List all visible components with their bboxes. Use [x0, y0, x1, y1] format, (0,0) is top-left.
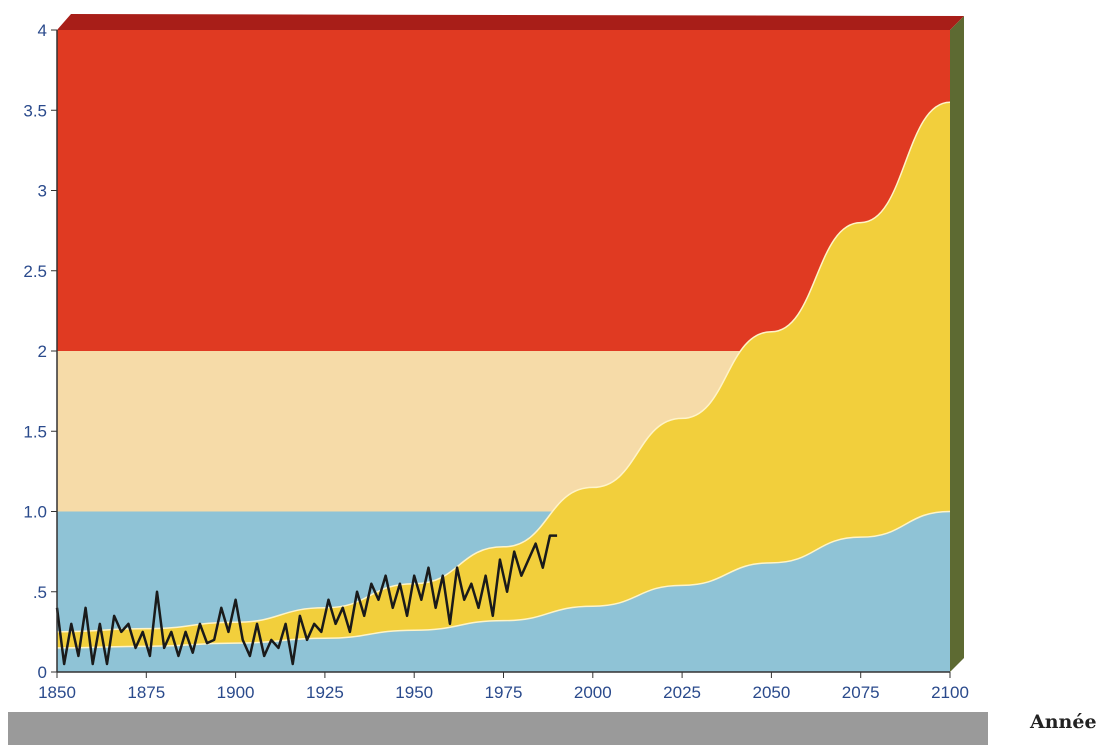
x-tick-label: 1950 [395, 683, 433, 702]
y-tick-label: 2.5 [23, 262, 47, 281]
projection-band [57, 102, 950, 648]
x-tick-label: 2000 [574, 683, 612, 702]
y-tick-labels: 0 .5 1.0 1.5 2 2.5 3 3.5 4 [23, 21, 57, 682]
projection-upper-edge [56, 101, 951, 633]
x-tick-label: 1925 [306, 683, 344, 702]
projection-area [56, 101, 951, 649]
band-2 [57, 30, 950, 351]
chart-side-depth [950, 16, 964, 672]
observed-series [55, 534, 558, 666]
y-tick-label: 2 [38, 342, 47, 361]
y-tick-label: 3.5 [23, 101, 47, 120]
x-axis-label: Année [1029, 711, 1097, 733]
chart-top-depth [57, 14, 964, 30]
x-tick-label: 1875 [127, 683, 165, 702]
y-tick-label: 1.5 [23, 422, 47, 441]
top-face [57, 14, 964, 30]
x-tick-label: 1975 [485, 683, 523, 702]
x-tick-label: 1850 [38, 683, 76, 702]
y-tick-label: 1.0 [23, 503, 47, 522]
y-tick-label: .5 [33, 583, 47, 602]
side-face [950, 16, 964, 672]
x-tick-label: 2100 [931, 683, 969, 702]
x-tick-label: 2025 [663, 683, 701, 702]
series-line-0 [55, 534, 558, 666]
y-tick-label: 0 [38, 663, 47, 682]
x-tick-labels: 1850 1875 1900 1925 1950 1975 2000 2025 2050 2075… [38, 672, 969, 702]
bottom-gray-bar [8, 712, 988, 745]
x-tick-label: 2075 [842, 683, 880, 702]
projection-lower-edge [56, 510, 951, 649]
y-tick-label: 3 [38, 182, 47, 201]
x-tick-label: 2050 [752, 683, 790, 702]
x-tick-label: 1900 [217, 683, 255, 702]
y-tick-label: 4 [38, 21, 47, 40]
